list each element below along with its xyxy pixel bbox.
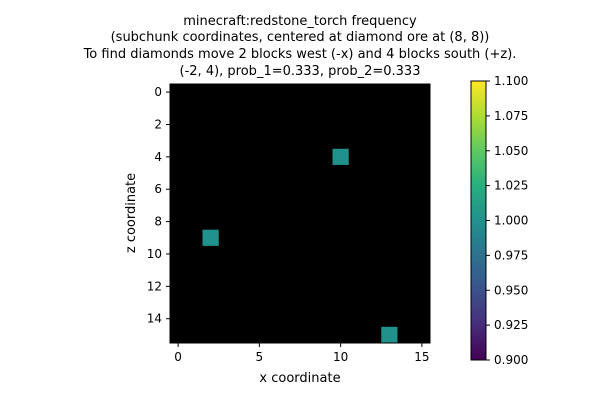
plot-area: [169, 83, 431, 344]
x-tick-label: 5: [256, 350, 264, 364]
y-tick-label: 12: [147, 279, 162, 293]
colorbar-gradient: [471, 81, 486, 360]
y-tick-label: 4: [154, 150, 162, 164]
colorbar-tick-label: 0.925: [494, 318, 528, 332]
chart-title: minecraft:redstone_torch frequency (subc…: [83, 14, 517, 79]
title-line-4: (-2, 4), prob_1=0.333, prob_2=0.333: [180, 64, 421, 79]
y-tick-label: 2: [154, 117, 162, 131]
colorbar-tick-label: 1.100: [494, 74, 528, 88]
heatmap-cell: [332, 148, 349, 165]
y-tick-label: 14: [147, 312, 162, 326]
heatmap-background: [170, 84, 430, 343]
title-line-1: minecraft:redstone_torch frequency: [183, 14, 417, 29]
x-tick-label: 0: [174, 350, 182, 364]
x-axis-ticks: 0 5 10 15: [174, 343, 430, 364]
colorbar-tick-label: 1.025: [494, 179, 528, 193]
colorbar-tick-label: 1.000: [494, 214, 528, 228]
colorbar-tick-label: 1.075: [494, 109, 528, 123]
x-tick-label: 10: [333, 350, 348, 364]
x-tick-label: 15: [414, 350, 429, 364]
colorbar-tick-label: 0.900: [494, 353, 528, 367]
title-line-2: (subchunk coordinates, centered at diamo…: [111, 30, 490, 45]
y-tick-label: 6: [154, 182, 162, 196]
colorbar: 0.900 0.925 0.950 0.975 1.000 1.025 1.050 1.075…: [470, 74, 528, 367]
colorbar-tick-label: 1.050: [494, 144, 528, 158]
heatmap-cell: [202, 229, 219, 246]
title-line-3: To find diamonds move 2 blocks west (-x)…: [83, 47, 517, 62]
plot-frame: [169, 83, 431, 344]
y-axis-label: z coordinate: [124, 173, 139, 253]
colorbar-ticks: 0.900 0.925 0.950 0.975 1.000 1.025 1.050 1.075…: [486, 74, 528, 367]
y-tick-label: 10: [147, 247, 162, 261]
y-tick-label: 8: [154, 215, 162, 229]
y-axis-ticks: 0 2 4 6 8 10 12 14: [147, 85, 170, 326]
x-axis-label: x coordinate: [259, 371, 340, 386]
colorbar-tick-label: 0.950: [494, 283, 528, 297]
heatmap-cell: [381, 326, 398, 343]
heatmap-cells: [202, 148, 398, 343]
colorbar-tick-label: 0.975: [494, 248, 528, 262]
y-tick-label: 0: [154, 85, 162, 99]
